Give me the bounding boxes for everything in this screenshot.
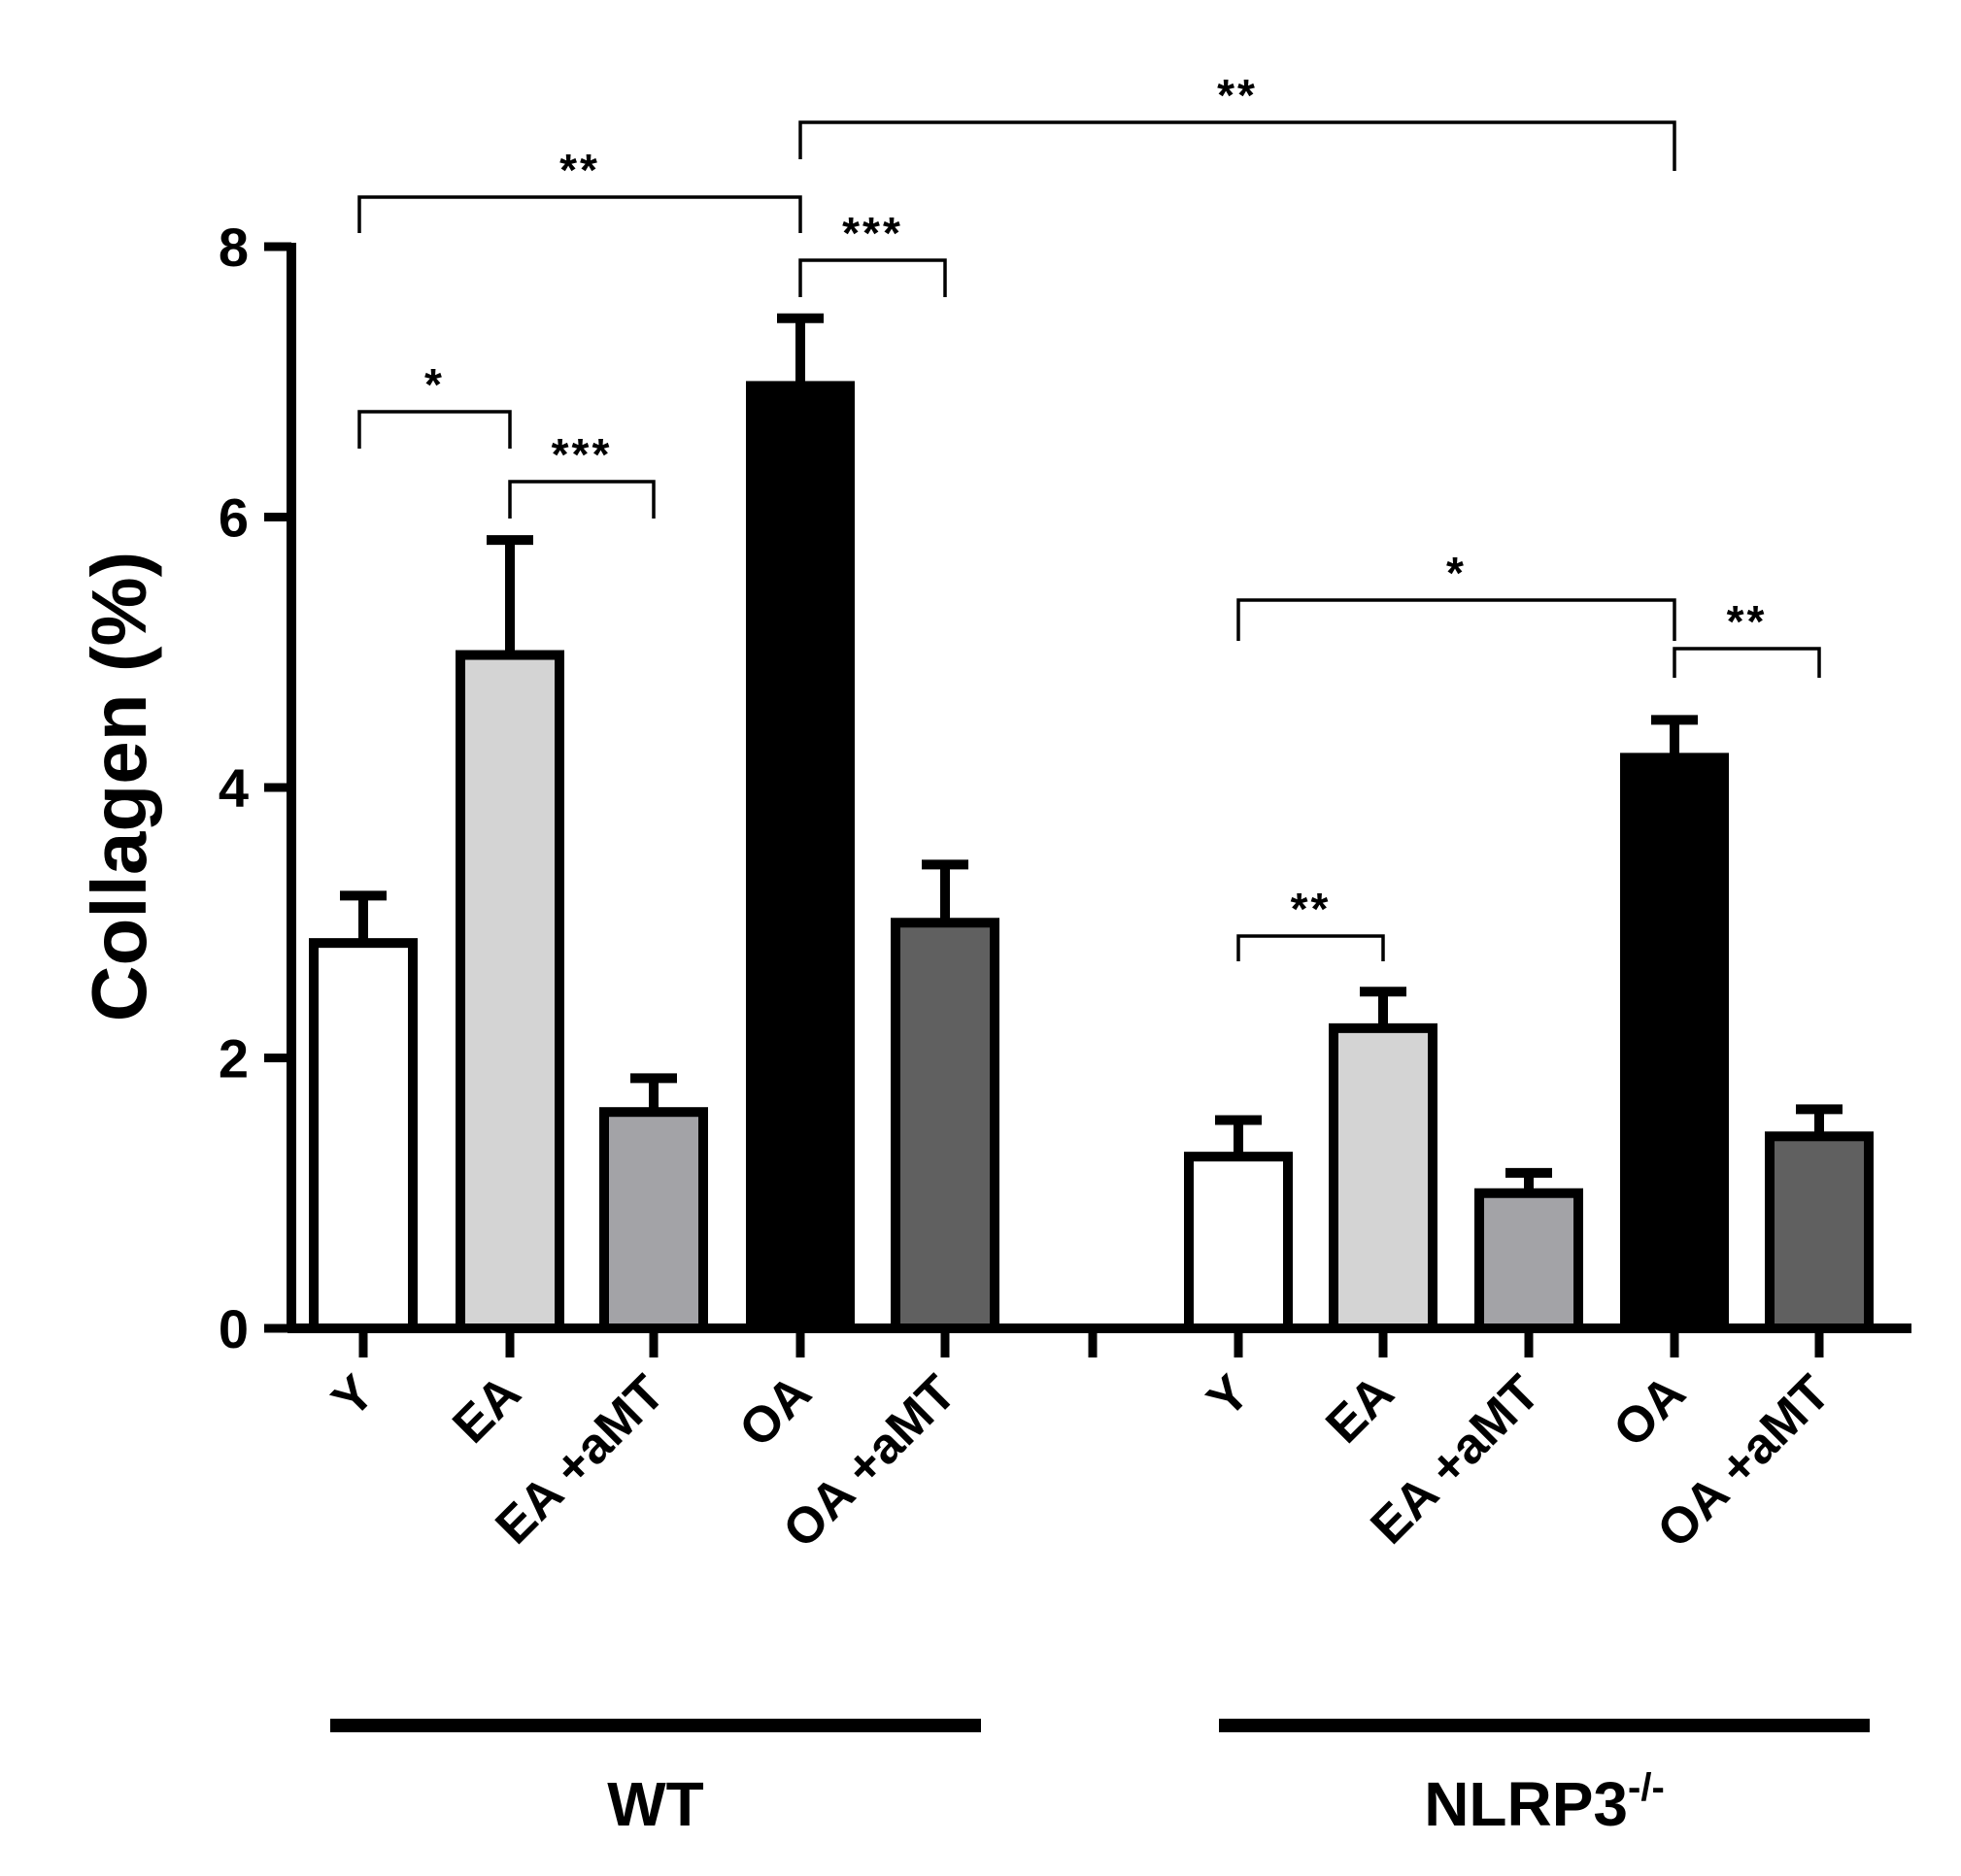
group-label-superscript: -/-	[1628, 1766, 1665, 1809]
significance-label: *	[1446, 548, 1467, 598]
significance-bracket	[357, 195, 802, 233]
significance-label: **	[1291, 884, 1332, 934]
y-axis-label: Collagen (%)	[76, 552, 162, 1022]
x-category-label: Y	[321, 1364, 386, 1428]
significance-bracket	[798, 120, 1676, 171]
y-tick-label: 6	[219, 487, 249, 549]
significance-bracket	[1236, 934, 1385, 961]
bar	[1184, 1152, 1293, 1333]
x-category-label: EA	[1315, 1364, 1404, 1454]
bar	[1329, 1022, 1437, 1333]
group-labels: WT NLRP3-/-	[330, 1719, 1870, 1839]
x-category-label: OA	[728, 1364, 822, 1457]
bars	[309, 313, 1874, 1334]
y-tick-label: 0	[219, 1298, 249, 1359]
group-label: WT	[607, 1769, 704, 1839]
y-tick-label: 4	[219, 757, 249, 819]
significance-bracket	[357, 410, 512, 449]
bar	[1620, 753, 1729, 1333]
bar	[1474, 1188, 1583, 1333]
significance-label: **	[559, 145, 600, 195]
x-category-label: OA	[1603, 1364, 1696, 1457]
x-category-label: EA	[442, 1364, 531, 1454]
y-tick-label: 8	[219, 217, 249, 278]
bar	[746, 381, 855, 1333]
significance-bracket	[798, 258, 947, 297]
significance-bracket	[1673, 647, 1821, 678]
significance-label: ***	[552, 429, 613, 480]
bar	[309, 938, 418, 1333]
bar	[456, 650, 564, 1333]
bar	[599, 1107, 708, 1333]
significance-brackets: ****************	[357, 70, 1821, 961]
significance-label: **	[1727, 596, 1768, 647]
significance-label: *	[424, 359, 445, 410]
y-tick-label: 2	[219, 1028, 249, 1089]
bar	[1765, 1131, 1874, 1334]
significance-bracket	[508, 480, 656, 519]
significance-label: **	[1217, 70, 1258, 120]
group-label: NLRP3-/-	[1424, 1766, 1665, 1839]
significance-bracket	[1236, 598, 1676, 641]
x-category-label: Y	[1197, 1364, 1261, 1428]
bar	[891, 918, 999, 1333]
significance-label: ***	[842, 208, 903, 258]
